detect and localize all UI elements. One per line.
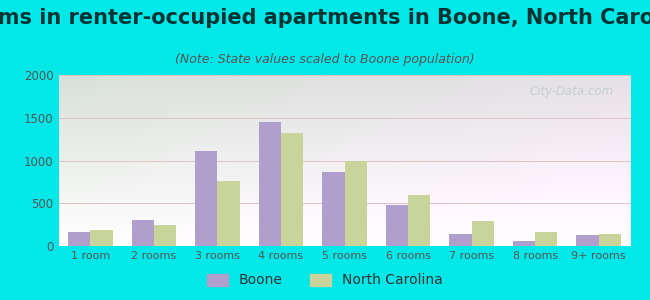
- Bar: [131, 220, 154, 246]
- Bar: [344, 161, 367, 246]
- Bar: [217, 181, 240, 246]
- Bar: [449, 234, 472, 246]
- Bar: [322, 172, 344, 246]
- Text: (Note: State values scaled to Boone population): (Note: State values scaled to Boone popu…: [176, 52, 474, 65]
- Text: City-Data.com: City-Data.com: [529, 85, 614, 98]
- Bar: [577, 235, 599, 246]
- Text: Rooms in renter-occupied apartments in Boone, North Carolina: Rooms in renter-occupied apartments in B…: [0, 8, 650, 28]
- Bar: [68, 232, 90, 246]
- Legend: Boone, North Carolina: Boone, North Carolina: [202, 268, 448, 293]
- Bar: [281, 133, 303, 246]
- Bar: [259, 122, 281, 246]
- Bar: [408, 195, 430, 246]
- Bar: [472, 221, 494, 246]
- Bar: [513, 241, 535, 246]
- Bar: [90, 230, 112, 246]
- Bar: [154, 225, 176, 246]
- Bar: [386, 206, 408, 246]
- Bar: [195, 151, 217, 246]
- Bar: [535, 232, 558, 246]
- Bar: [599, 234, 621, 246]
